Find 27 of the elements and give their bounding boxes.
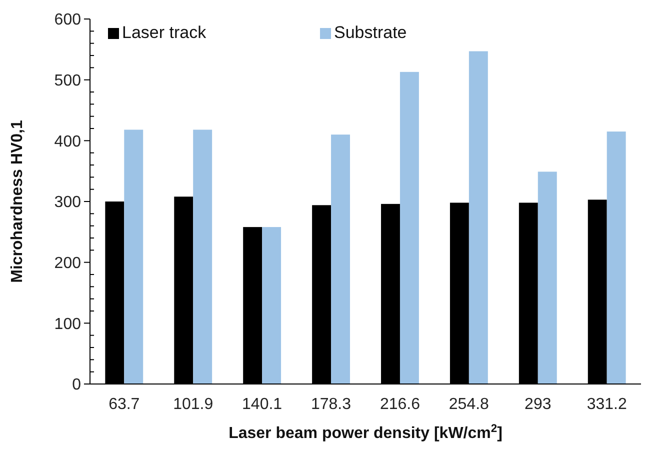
bar: [193, 130, 212, 384]
x-tick-label: 178.3: [310, 396, 352, 413]
bar: [538, 172, 557, 384]
bar: [606, 132, 626, 384]
y-tick-label: 200: [54, 254, 82, 272]
x-tick-label: 331.2: [586, 396, 627, 413]
bar: [400, 72, 419, 384]
y-tick-label: 300: [54, 194, 82, 212]
legend-label: Substrate: [334, 23, 407, 42]
x-tick-label: 254.8: [448, 396, 490, 413]
x-tick-label: 63.7: [108, 396, 140, 413]
y-tick-label: 100: [54, 316, 82, 333]
y-tick-label: 0: [72, 376, 82, 394]
bar: [262, 227, 282, 384]
y-tick-label: 400: [54, 133, 82, 150]
y-tick-label: 500: [54, 72, 82, 90]
y-tick-label: 600: [54, 12, 82, 29]
y-axis-title: Microhardness HV0,1: [9, 120, 26, 283]
bar: [124, 130, 144, 384]
bar: [331, 134, 350, 384]
legend-label: Laser track: [122, 23, 207, 42]
bar: [468, 51, 488, 384]
x-axis-title: Laser beam power density [kW/cm$^{2}$]: [228, 423, 502, 442]
x-tick-label: 101.9: [173, 396, 214, 413]
x-tick-label: 140.1: [242, 396, 282, 413]
x-tick-label: 216.6: [380, 396, 420, 413]
x-tick-label: 293: [524, 396, 552, 413]
